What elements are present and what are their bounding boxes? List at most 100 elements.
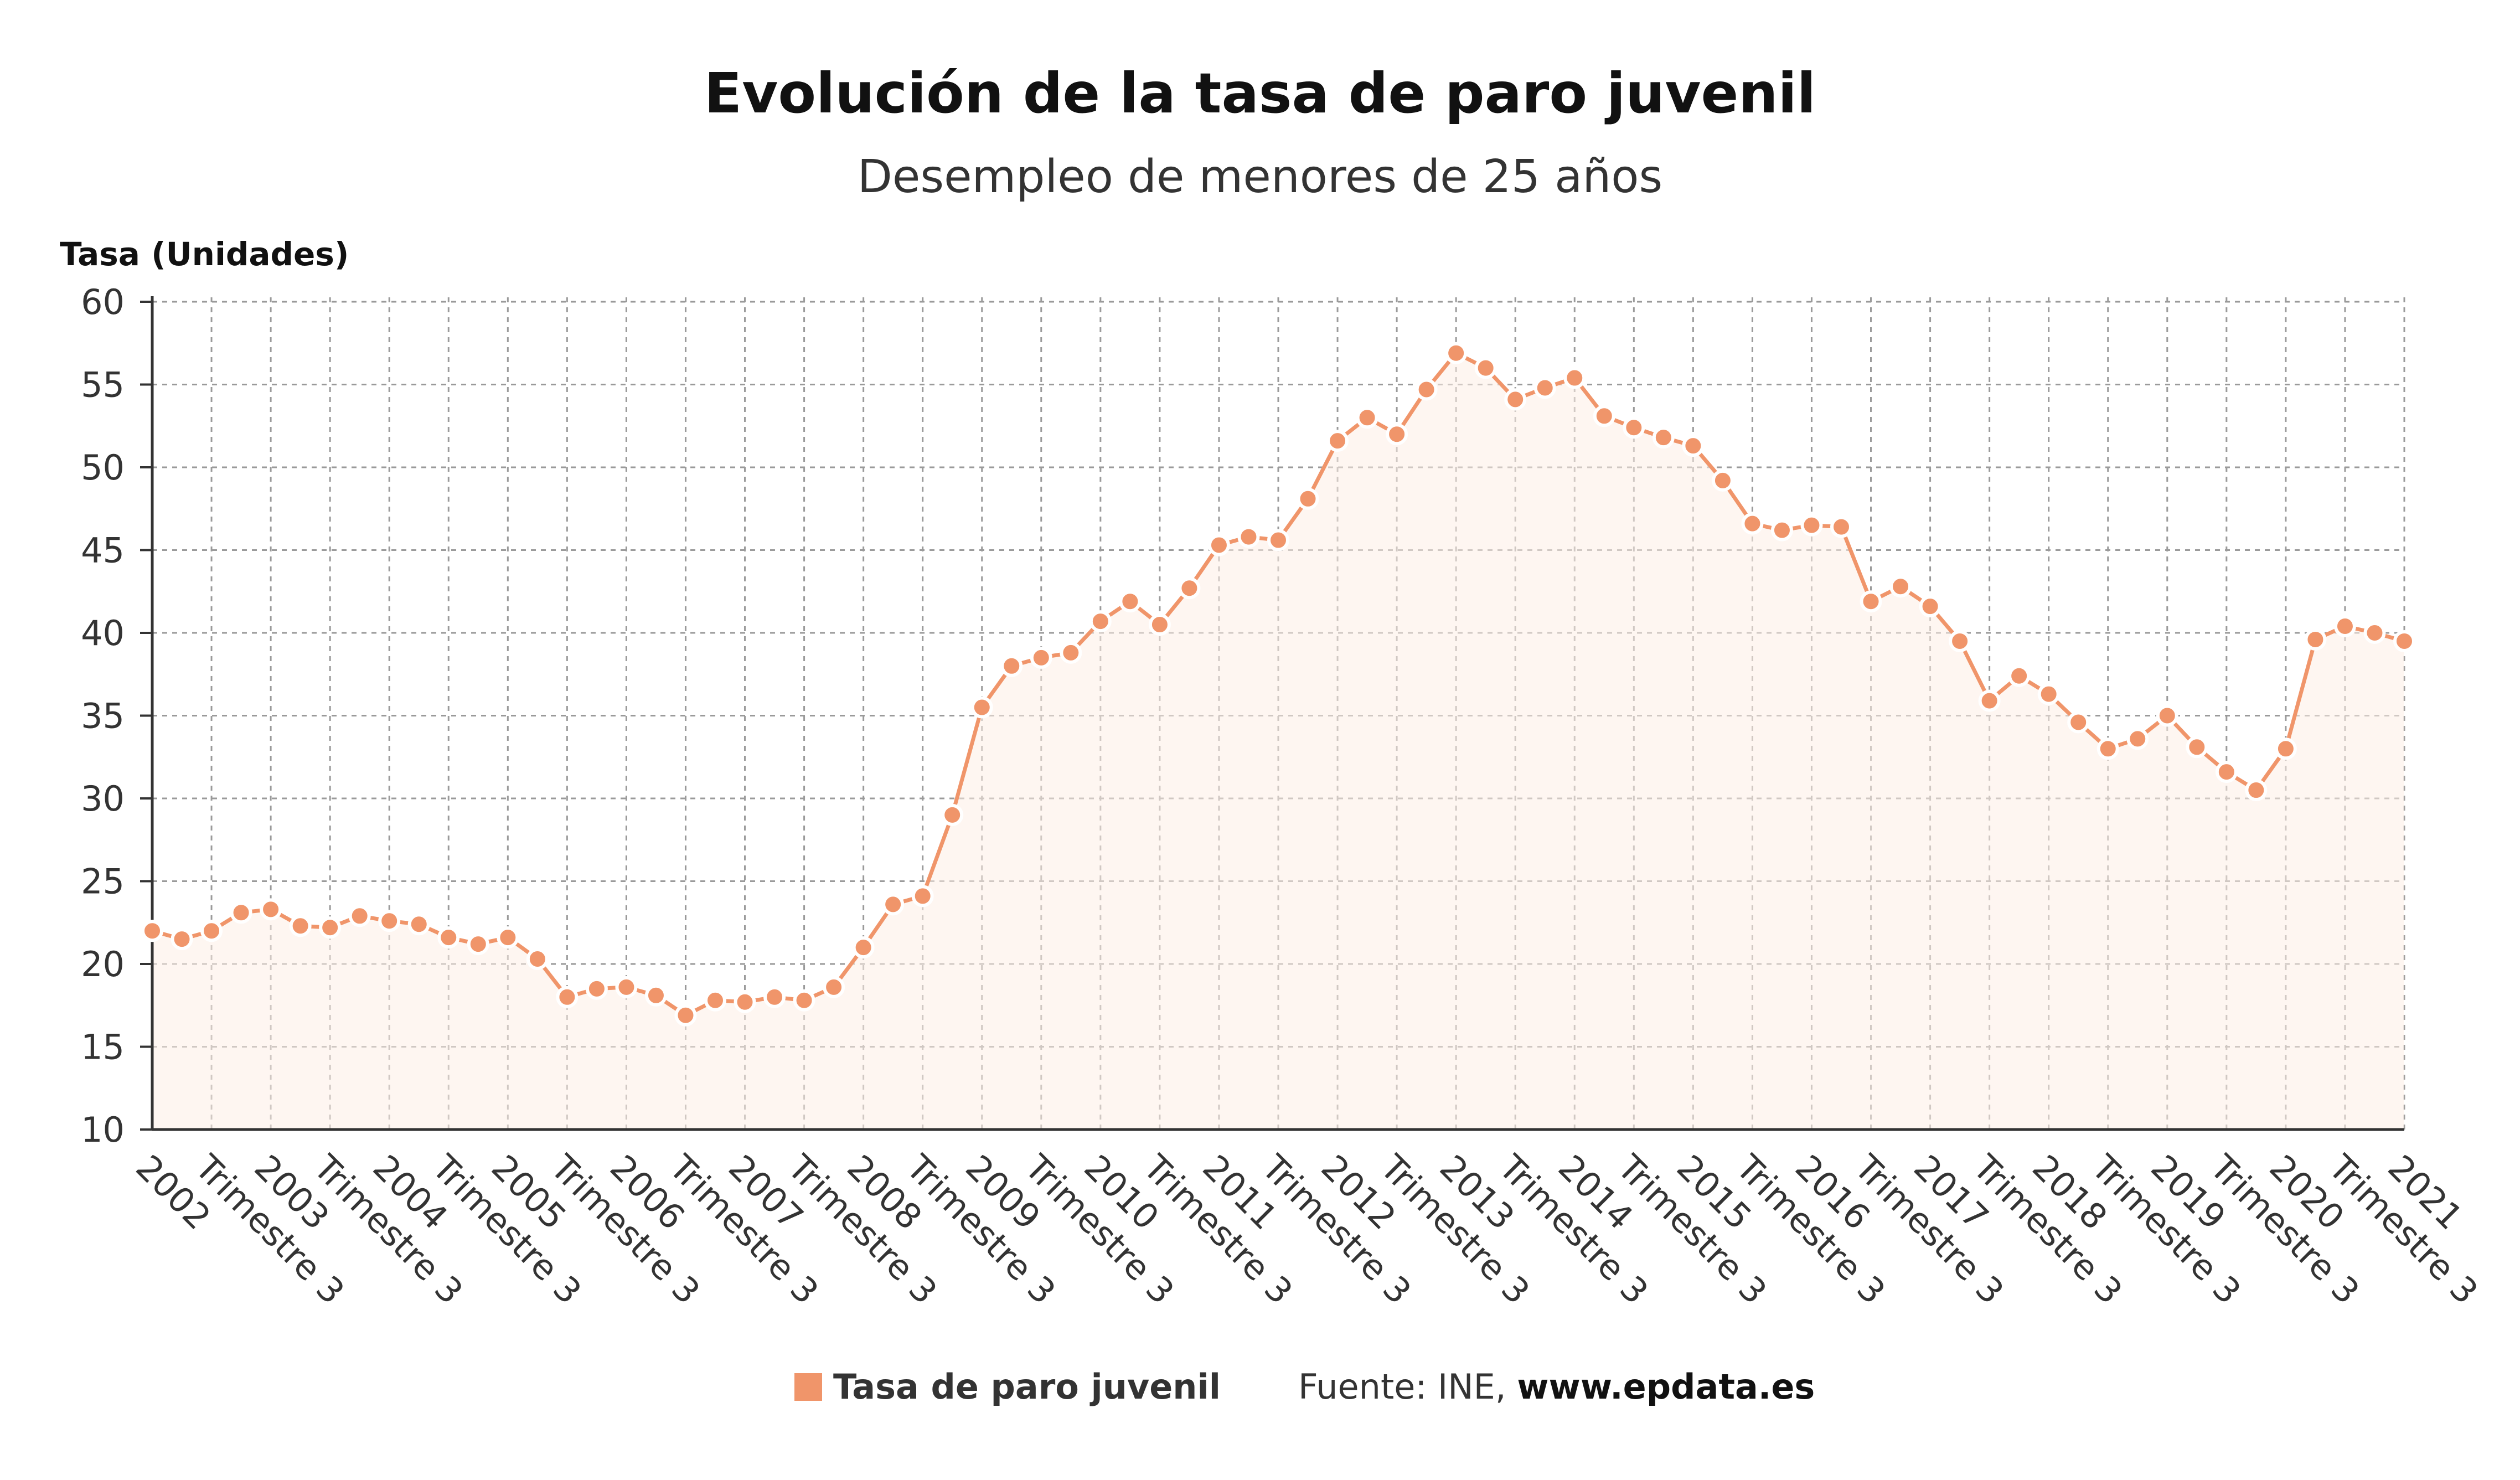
data-point[interactable] [1148,613,1171,636]
data-point[interactable] [2156,704,2178,727]
y-tick-label: 35 [81,696,125,736]
data-point[interactable] [1356,406,1378,429]
data-points [141,342,2415,1027]
data-point[interactable] [1445,342,1468,364]
data-point[interactable] [348,905,371,927]
legend: Tasa de paro juvenil Fuente: INE, www.ep… [794,1366,1815,1407]
data-point[interactable] [171,928,193,951]
y-tick-label: 30 [81,778,125,819]
data-point[interactable] [319,916,342,939]
chart-subtitle: Desempleo de menores de 25 años [857,151,1663,203]
data-point[interactable] [1267,529,1289,551]
data-point[interactable] [734,991,756,1013]
data-point[interactable] [1000,654,1023,677]
data-point[interactable] [1593,405,1615,427]
data-point[interactable] [1682,435,1705,457]
axes [140,296,2404,1131]
data-point[interactable] [1060,641,1082,664]
data-point[interactable] [941,803,964,826]
y-tick-label: 15 [81,1027,125,1068]
data-point[interactable] [1800,514,1823,537]
data-point[interactable] [1860,590,1882,613]
data-point[interactable] [1237,525,1260,548]
data-point[interactable] [2096,738,2119,760]
source-site: www.epdata.es [1517,1366,1815,1407]
data-point[interactable] [526,948,549,971]
data-point[interactable] [467,933,489,956]
data-point[interactable] [141,920,163,942]
data-point[interactable] [1415,378,1438,401]
data-point[interactable] [704,989,726,1012]
data-point[interactable] [1030,646,1052,669]
y-tick-label: 45 [81,530,125,571]
data-point[interactable] [437,926,460,949]
data-point[interactable] [289,915,312,937]
data-point[interactable] [230,901,252,924]
y-tick-label: 55 [81,365,125,405]
data-point[interactable] [1089,610,1112,633]
data-point[interactable] [2008,664,2031,687]
y-tick-label: 60 [81,282,125,322]
data-point[interactable] [911,885,934,907]
data-point[interactable] [823,976,845,998]
data-point[interactable] [1889,575,1912,598]
data-point[interactable] [1623,416,1645,439]
data-point[interactable] [2186,736,2208,759]
data-point[interactable] [1770,519,1793,542]
data-point[interactable] [1297,487,1319,510]
data-point[interactable] [2304,628,2327,651]
data-point[interactable] [2067,711,2090,734]
data-point[interactable] [1711,469,1734,492]
data-point[interactable] [260,898,282,921]
y-tick-labels: 10 15 20 25 30 35 40 45 50 55 60 [81,282,125,1150]
y-tick-label: 25 [81,862,125,902]
data-point[interactable] [763,986,786,1008]
data-point[interactable] [2363,622,2386,644]
data-point[interactable] [882,893,905,916]
data-point[interactable] [793,989,815,1012]
y-axis-label: Tasa (Unidades) [60,235,349,273]
data-point[interactable] [1207,534,1230,556]
data-point[interactable] [1949,630,1971,652]
data-point[interactable] [2274,738,2297,760]
area-fill [152,353,2404,1130]
data-point[interactable] [1978,689,2001,712]
data-point[interactable] [1563,367,1586,389]
data-point[interactable] [1741,512,1764,535]
data-point[interactable] [1830,515,1852,538]
data-point[interactable] [2126,728,2149,750]
data-point[interactable] [970,696,993,719]
data-point[interactable] [407,913,430,936]
data-point[interactable] [674,1004,697,1027]
data-point[interactable] [644,984,667,1007]
data-point[interactable] [1504,388,1527,411]
data-point[interactable] [1474,357,1497,379]
data-point[interactable] [2393,630,2415,652]
legend-label: Tasa de paro juvenil [833,1366,1221,1407]
data-point[interactable] [1178,577,1201,600]
chart-title: Evolución de la tasa de paro juvenil [704,61,1816,126]
source-text: Fuente: INE, www.epdata.es [1298,1366,1815,1407]
data-point[interactable] [2215,761,2238,783]
data-point[interactable] [497,926,519,949]
data-point[interactable] [2333,615,2356,638]
data-point[interactable] [852,936,875,959]
data-point[interactable] [585,977,608,1000]
data-point[interactable] [2037,683,2060,705]
data-point[interactable] [2245,779,2268,802]
legend-swatch [794,1373,822,1401]
data-point[interactable] [1119,590,1142,613]
data-point[interactable] [200,920,223,942]
y-tick-label: 50 [81,447,125,488]
data-point[interactable] [1326,430,1349,452]
data-point[interactable] [1652,426,1675,449]
data-point[interactable] [556,986,579,1008]
data-point[interactable] [1533,377,1556,399]
data-point[interactable] [378,910,401,932]
source-prefix: Fuente: INE, [1298,1366,1517,1407]
data-point[interactable] [1386,423,1408,446]
data-point[interactable] [615,976,638,998]
data-point[interactable] [1919,595,1941,618]
